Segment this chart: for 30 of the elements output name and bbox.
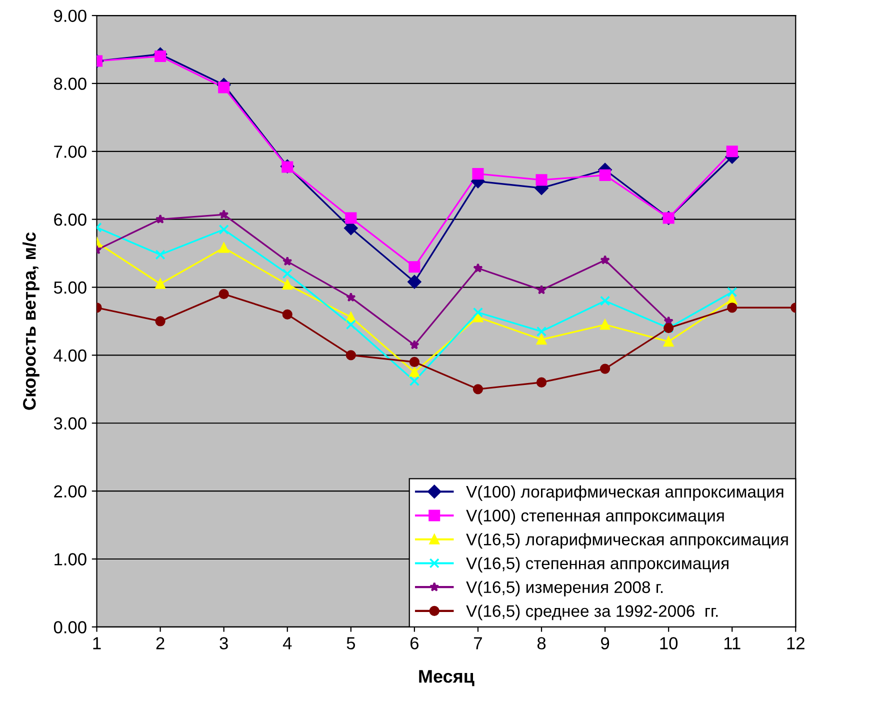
y-tick-label: 6.00	[54, 214, 86, 226]
x-tick-label: 6	[410, 637, 419, 650]
x-tick-label: 8	[537, 637, 546, 650]
y-tick-label: 4.00	[54, 349, 86, 362]
y-axis-title: Скорость ветра, м/с	[22, 232, 40, 410]
y-tick-label: 8.00	[54, 78, 86, 90]
legend-label: V(16,5) измерения 2008 г.	[466, 580, 663, 596]
x-tick-label: 12	[787, 637, 804, 650]
legend-label: V(100) степенная аппроксимация	[466, 509, 724, 525]
y-tick-label: 9.00	[54, 10, 86, 22]
x-tick-label: 4	[282, 637, 292, 650]
y-tick-label: 1.00	[54, 553, 86, 566]
y-tick-label: 7.00	[54, 146, 86, 158]
x-tick-label: 5	[346, 637, 356, 650]
legend-label: V(16,5) среднее за 1992-2006 гг.	[466, 604, 718, 620]
legend-label: V(16,5) логарифмическая аппроксимация	[466, 533, 788, 549]
y-tick-label: 2.00	[54, 485, 86, 498]
x-axis-title: Месяц	[419, 670, 474, 686]
legend-label: V(100) логарифмическая аппроксимация	[466, 485, 784, 501]
y-tick-label: 0.00	[54, 621, 86, 634]
x-tick-label: 7	[474, 637, 482, 650]
y-tick-label: 5.00	[54, 281, 86, 294]
x-tick-label: 10	[660, 637, 678, 650]
legend-label: V(16,5) степенная аппроксимация	[466, 556, 728, 573]
x-tick-label: 2	[156, 637, 164, 650]
y-tick-label: 3.00	[54, 417, 86, 430]
x-tick-label: 1	[93, 637, 101, 650]
x-tick-label: 11	[724, 637, 740, 650]
x-tick-label: 9	[601, 637, 610, 650]
x-tick-label: 3	[220, 637, 228, 650]
